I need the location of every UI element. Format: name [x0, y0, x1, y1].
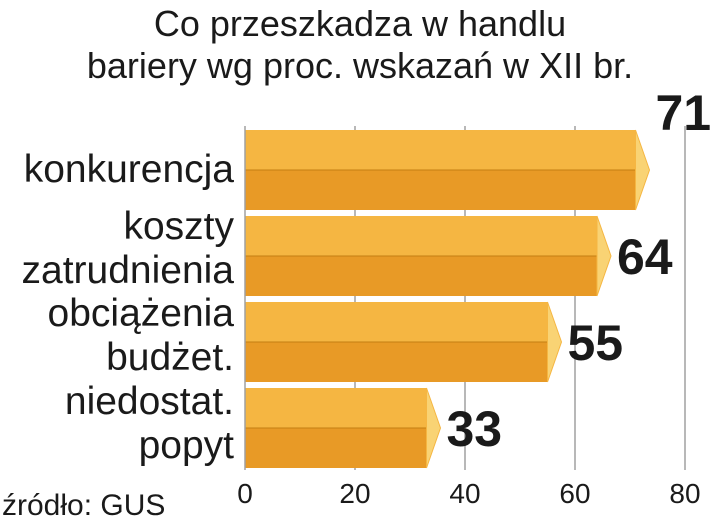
bar-bottom: [245, 256, 597, 296]
data-label: 64: [617, 229, 673, 285]
category-label-line: zatrudnienia: [21, 249, 234, 292]
bar-end-cap: [596, 215, 612, 297]
bar-top: [245, 130, 636, 170]
x-tick-label: 80: [669, 478, 700, 509]
category-label-line: konkurencja: [23, 148, 234, 191]
bar-top: [245, 302, 548, 342]
category-label-line: popyt: [138, 424, 234, 467]
source-note: źródło: GUS: [2, 489, 166, 522]
data-label: 71: [656, 85, 712, 141]
category-label-line: koszty: [123, 205, 234, 248]
x-tick-label: 60: [559, 478, 590, 509]
bar-top: [245, 216, 597, 256]
category-label-line: niedostat.: [64, 380, 234, 423]
chart-title-line1: Co przeszkadza w handlu: [153, 3, 567, 44]
category-label-konkurencja: konkurencja: [24, 148, 234, 192]
bar-end-cap: [547, 301, 563, 383]
chart-title-line2: bariery wg proc. wskazań w XII br.: [86, 45, 634, 86]
category-label-line: budżet.: [106, 336, 234, 379]
bar-end-cap: [426, 387, 442, 469]
x-tick-label: 40: [449, 478, 480, 509]
bar-end-cap: [635, 129, 651, 211]
bar-bottom: [245, 428, 427, 468]
x-tick-label: 20: [339, 478, 370, 509]
bar-bottom: [245, 170, 636, 210]
category-label-line: obciążenia: [47, 292, 234, 335]
category-label-niedostat-popyt: niedostat. popyt: [65, 380, 234, 468]
x-tick-label: 0: [237, 478, 253, 509]
bar-top: [245, 388, 427, 428]
data-label: 33: [447, 401, 503, 457]
data-label: 55: [568, 315, 624, 371]
category-label-koszty-zatrudnienia: koszty zatrudnienia: [22, 205, 234, 293]
bar-bottom: [245, 342, 548, 382]
category-label-obciazenia-budzet: obciążenia budżet.: [48, 292, 234, 380]
